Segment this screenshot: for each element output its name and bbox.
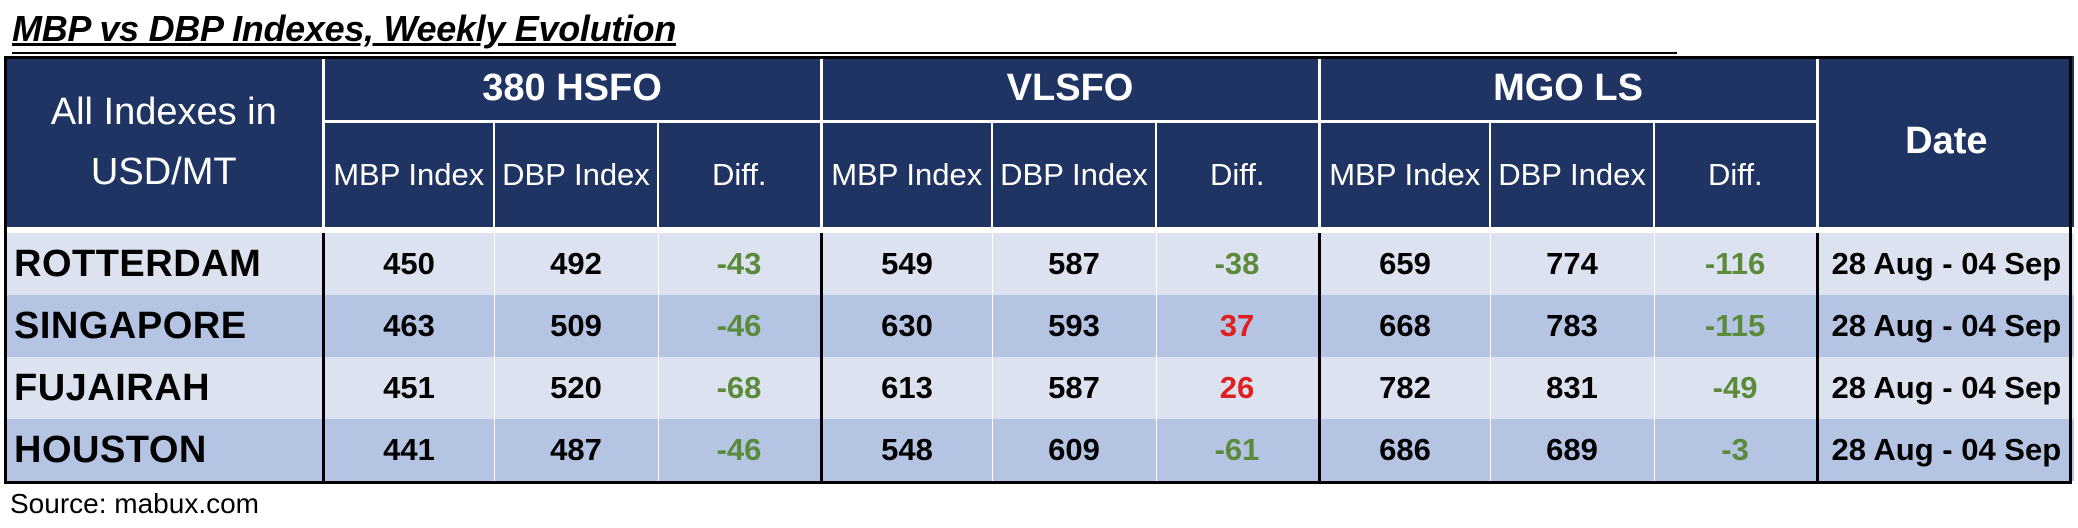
mgo-mbp: 659: [1317, 233, 1491, 295]
mgo-dbp: 783: [1489, 295, 1655, 357]
vlsfo-dbp: 593: [991, 295, 1156, 357]
vlsfo-mbp: 613: [819, 357, 992, 419]
vlsfo-diff: -61: [1155, 419, 1320, 481]
col-header-mbp: MBP Index: [1317, 121, 1491, 227]
vlsfo-mbp: 548: [819, 419, 992, 481]
col-header-diff: Diff.: [657, 121, 821, 227]
hsfo-mbp: 463: [321, 295, 494, 357]
index-table: All Indexes in USD/MT 380 HSFO VLSFO MGO…: [6, 56, 2075, 481]
table-row: ROTTERDAM 450 492 -43 549 587 -38 659 77…: [6, 233, 2075, 295]
port-name: SINGAPORE: [6, 295, 323, 357]
col-header-mbp: MBP Index: [321, 121, 494, 227]
vlsfo-dbp: 609: [991, 419, 1156, 481]
table-row: FUJAIRAH 451 520 -68 613 587 26 782 831 …: [6, 357, 2075, 419]
table-row: HOUSTON 441 487 -46 548 609 -61 686 689 …: [6, 419, 2075, 481]
units-header: All Indexes in USD/MT: [6, 56, 323, 227]
mgo-mbp: 782: [1317, 357, 1491, 419]
hsfo-diff: -68: [657, 357, 821, 419]
hsfo-diff: -43: [657, 233, 821, 295]
hsfo-dbp: 487: [493, 419, 658, 481]
date-cell: 28 Aug - 04 Sep: [1815, 233, 2075, 295]
col-header-dbp: DBP Index: [493, 121, 658, 227]
mgo-diff: -116: [1653, 233, 1818, 295]
mgo-diff: -3: [1653, 419, 1818, 481]
mgo-diff: -115: [1653, 295, 1818, 357]
vlsfo-mbp: 630: [819, 295, 992, 357]
hsfo-dbp: 509: [493, 295, 658, 357]
col-header-mbp: MBP Index: [819, 121, 992, 227]
col-header-diff: Diff.: [1154, 121, 1320, 227]
mgo-mbp: 686: [1317, 419, 1491, 481]
hsfo-mbp: 450: [321, 233, 494, 295]
mgo-dbp: 689: [1489, 419, 1655, 481]
mgo-diff: -49: [1653, 357, 1818, 419]
port-name: HOUSTON: [6, 419, 323, 481]
group-header-vlsfo: VLSFO: [819, 56, 1320, 123]
col-header-dbp: DBP Index: [1489, 121, 1655, 227]
hsfo-diff: -46: [657, 419, 821, 481]
units-line-1: All Indexes in: [50, 90, 277, 133]
vlsfo-dbp: 587: [991, 357, 1156, 419]
source-note: Source: mabux.com: [10, 488, 259, 519]
table-title: MBP vs DBP Indexes, Weekly Evolution: [12, 6, 1677, 54]
date-header: Date: [1815, 56, 2075, 227]
hsfo-diff: -46: [657, 295, 821, 357]
port-name: ROTTERDAM: [6, 233, 323, 295]
hsfo-mbp: 451: [321, 357, 494, 419]
vlsfo-diff: 26: [1155, 357, 1320, 419]
date-cell: 28 Aug - 04 Sep: [1815, 295, 2075, 357]
group-header-hsfo: 380 HSFO: [321, 56, 821, 123]
col-header-dbp: DBP Index: [991, 121, 1156, 227]
mgo-dbp: 774: [1489, 233, 1655, 295]
vlsfo-diff: -38: [1155, 233, 1320, 295]
date-cell: 28 Aug - 04 Sep: [1815, 419, 2075, 481]
vlsfo-mbp: 549: [819, 233, 992, 295]
col-header-diff: Diff.: [1653, 121, 1818, 227]
vlsfo-diff: 37: [1155, 295, 1320, 357]
hsfo-dbp: 520: [493, 357, 658, 419]
units-line-2: USD/MT: [90, 150, 237, 193]
mgo-dbp: 831: [1489, 357, 1655, 419]
vlsfo-dbp: 587: [991, 233, 1156, 295]
hsfo-mbp: 441: [321, 419, 494, 481]
table-row: SINGAPORE 463 509 -46 630 593 37 668 783…: [6, 295, 2075, 357]
hsfo-dbp: 492: [493, 233, 658, 295]
date-cell: 28 Aug - 04 Sep: [1815, 357, 2075, 419]
port-name: FUJAIRAH: [6, 357, 323, 419]
mgo-mbp: 668: [1317, 295, 1491, 357]
group-header-mgo: MGO LS: [1317, 56, 1818, 123]
